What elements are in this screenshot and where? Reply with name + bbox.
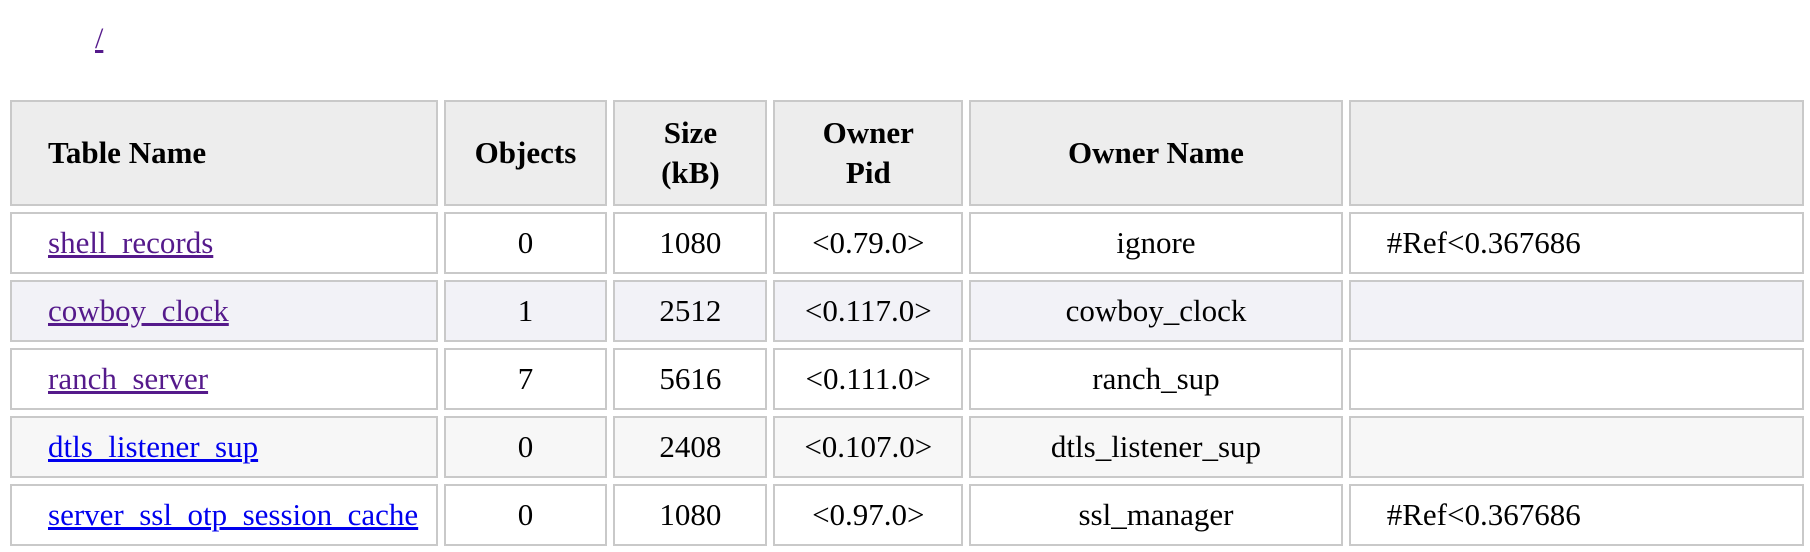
objects-cell: 7 — [443, 348, 608, 410]
owner-name-cell: ranch_sup — [969, 348, 1343, 410]
table-name-cell: ranch_server — [10, 348, 438, 410]
column-header-owner-pid[interactable]: Owner Pid — [773, 100, 964, 206]
size-cell: 1080 — [613, 484, 768, 546]
owner-name-cell: ignore — [969, 212, 1343, 274]
owner-pid-cell: <0.97.0> — [773, 484, 964, 546]
column-header-table-name[interactable]: Table Name — [10, 100, 438, 206]
size-cell: 2408 — [613, 416, 768, 478]
ref-cell: #Ref<0.367686 — [1348, 484, 1804, 546]
column-header-size-line1: Size — [663, 115, 718, 150]
owner-name-cell: ssl_manager — [969, 484, 1343, 546]
table-header-row: Table Name Objects Size (kB) Owner Pid O… — [10, 100, 1804, 206]
owner-pid-cell: <0.117.0> — [773, 280, 964, 342]
ref-cell: #Ref<0.367686 — [1348, 212, 1804, 274]
ref-cell — [1348, 416, 1804, 478]
table-row: dtls_listener_sup 0 2408 <0.107.0> dtls_list… — [10, 416, 1804, 478]
owner-pid-cell: <0.111.0> — [773, 348, 964, 410]
table-name-link[interactable]: cowboy_clock — [48, 293, 229, 328]
size-cell: 1080 — [613, 212, 768, 274]
column-header-extra — [1348, 100, 1804, 206]
column-header-pid-line1: Owner — [822, 115, 914, 150]
objects-cell: 1 — [443, 280, 608, 342]
owner-pid-cell: <0.79.0> — [773, 212, 964, 274]
ets-tables-table: Table Name Objects Size (kB) Owner Pid O… — [4, 94, 1810, 552]
table-name-link[interactable]: dtls_listener_sup — [48, 429, 259, 464]
table-row: ranch_server 7 5616 <0.111.0> ranch_sup — [10, 348, 1804, 410]
column-header-owner-name[interactable]: Owner Name — [969, 100, 1343, 206]
table-name-link[interactable]: shell_records — [48, 225, 214, 260]
objects-cell: 0 — [443, 212, 608, 274]
objects-cell: 0 — [443, 484, 608, 546]
column-header-size-line2: (kB) — [661, 155, 720, 190]
objects-cell: 0 — [443, 416, 608, 478]
owner-name-cell: cowboy_clock — [969, 280, 1343, 342]
table-row: cowboy_clock 1 2512 <0.117.0> cowboy_clock — [10, 280, 1804, 342]
table-name-cell: dtls_listener_sup — [10, 416, 438, 478]
column-header-objects[interactable]: Objects — [443, 100, 608, 206]
table-row: shell_records 0 1080 <0.79.0> ignore #Ref<0.3… — [10, 212, 1804, 274]
table-name-link[interactable]: server_ssl_otp_session_cache — [48, 497, 419, 532]
breadcrumb-root-link[interactable]: / — [95, 22, 104, 55]
ref-cell — [1348, 280, 1804, 342]
owner-pid-cell: <0.107.0> — [773, 416, 964, 478]
ref-cell — [1348, 348, 1804, 410]
owner-name-cell: dtls_listener_sup — [969, 416, 1343, 478]
size-cell: 2512 — [613, 280, 768, 342]
table-name-link[interactable]: ranch_server — [48, 361, 209, 396]
table-name-cell: shell_records — [10, 212, 438, 274]
table-name-cell: cowboy_clock — [10, 280, 438, 342]
column-header-size[interactable]: Size (kB) — [613, 100, 768, 206]
column-header-pid-line2: Pid — [845, 155, 891, 190]
table-row: server_ssl_otp_session_cache 0 1080 <0.97.0… — [10, 484, 1804, 546]
table-name-cell: server_ssl_otp_session_cache — [10, 484, 438, 546]
size-cell: 5616 — [613, 348, 768, 410]
